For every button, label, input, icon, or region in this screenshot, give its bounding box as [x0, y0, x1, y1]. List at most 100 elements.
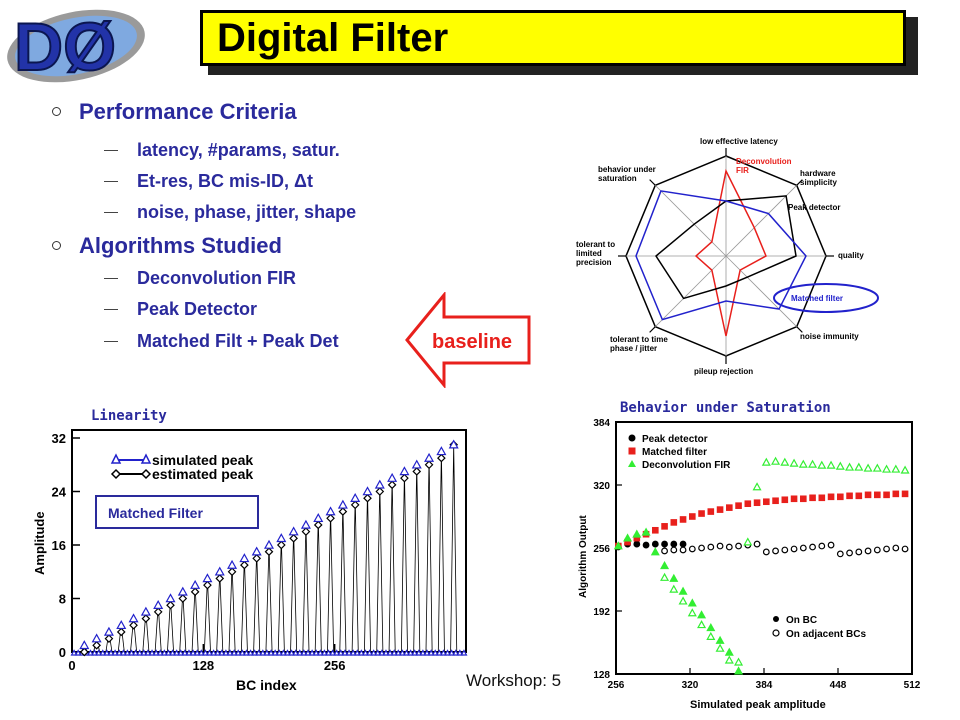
- sat-point-s1: [781, 546, 789, 554]
- radar-axis-arrow: [649, 179, 656, 186]
- lin-baseline-mark: [164, 649, 172, 656]
- sat-point-s4: [882, 464, 892, 473]
- lin-est-point: [178, 594, 188, 603]
- legend2-marker-adjacent: [772, 629, 780, 637]
- lin-baseline-mark: [210, 649, 218, 656]
- legend-label-peak: Peak detector: [642, 434, 708, 445]
- item-text: Peak Detector: [137, 299, 258, 319]
- lin-sim-point: [140, 606, 151, 616]
- axis-label-precision-3: precision: [576, 258, 612, 267]
- radar-axis-arrow: [796, 179, 803, 186]
- sat-point-s4: [706, 631, 716, 640]
- sat-point-s1: [846, 549, 853, 557]
- section-heading-algorithms: Algorithms Studied: [52, 233, 282, 259]
- baseline-arrow: baseline: [405, 292, 531, 388]
- lin-est-point: [313, 520, 323, 530]
- lin-baseline-mark: [255, 649, 263, 656]
- lin-ytick-label: 16: [52, 538, 66, 553]
- lin-baseline-mark: [456, 649, 464, 656]
- lin-xtick-label: 128: [192, 658, 214, 673]
- axis-label-hardware-1: hardware: [800, 169, 836, 178]
- list-item: Matched Filt + Peak Det: [104, 331, 339, 352]
- lin-baseline-mark: [407, 649, 415, 656]
- sat-point-s1: [790, 545, 798, 553]
- lin-baseline-mark: [345, 649, 353, 656]
- legend-marker-est: [140, 468, 152, 480]
- lin-baseline-mark: [382, 649, 390, 656]
- lin-baseline-mark: [378, 649, 386, 656]
- radar-spoke: [655, 185, 727, 257]
- sat-point-s0: [642, 541, 650, 549]
- legend-marker-est: [110, 468, 122, 480]
- lin-est-point: [79, 647, 89, 657]
- lin-baseline-mark: [308, 649, 316, 656]
- legend-label-sim: simulated peak: [152, 452, 253, 468]
- lin-baseline-mark: [316, 649, 324, 656]
- lin-baseline-mark: [431, 649, 439, 656]
- sat-point-s4: [771, 456, 781, 465]
- lin-sim-point: [325, 506, 336, 516]
- lin-baseline-mark: [439, 649, 447, 656]
- sat-ytick-label: 320: [593, 481, 610, 492]
- lin-marks: [79, 439, 459, 657]
- lin-baseline-mark: [279, 649, 287, 656]
- sat-point-s2: [744, 500, 752, 508]
- legend-marker-deconv: [628, 460, 636, 467]
- sat-point-s2: [892, 490, 900, 498]
- lin-xtick-label: 256: [324, 658, 346, 673]
- deconv-label: Deconvolution FIR: [736, 157, 792, 175]
- linearity-title: Linearity: [91, 408, 167, 424]
- lin-baseline-mark: [74, 649, 82, 656]
- sat-point-s0: [633, 540, 641, 548]
- bullet-dash: [104, 180, 118, 182]
- sat-point-s4: [687, 608, 697, 617]
- lin-est-point: [289, 533, 298, 543]
- lin-est-point: [363, 493, 372, 503]
- lin-baseline-mark: [312, 649, 320, 656]
- lin-est-point: [129, 620, 138, 630]
- bullet-dot: [52, 240, 61, 250]
- lin-baseline-mark: [275, 649, 283, 656]
- lin-sim-point: [202, 573, 213, 583]
- legend-marker-sim: [140, 453, 152, 464]
- lin-baseline-mark: [222, 649, 230, 656]
- section-heading-performance: Performance Criteria: [52, 99, 297, 125]
- sat-point-s4: [854, 462, 864, 471]
- lin-baseline-mark: [226, 649, 234, 656]
- lin-baseline-mark: [177, 649, 185, 656]
- sat-point-s4: [660, 572, 670, 581]
- lin-baseline-mark: [111, 649, 119, 656]
- lin-baseline-mark: [242, 649, 250, 656]
- sat-point-s2: [781, 496, 789, 504]
- sat-point-s1: [818, 542, 826, 550]
- sat-point-s1: [753, 540, 761, 548]
- sat-point-s2: [827, 493, 835, 501]
- lin-baseline-mark: [333, 649, 341, 656]
- lin-baseline-mark: [91, 649, 99, 656]
- deconv-label-2: FIR: [736, 166, 749, 175]
- sat-point-s4: [697, 620, 707, 629]
- sat-point-s4: [835, 461, 845, 470]
- sat-point-s2: [837, 493, 844, 501]
- sat-point-s3: [697, 610, 707, 619]
- lin-baseline-mark: [435, 649, 443, 656]
- lin-xlabel: BC index: [236, 677, 297, 693]
- sat-point-s3: [687, 598, 697, 607]
- lin-sim-point: [214, 566, 225, 576]
- sat-point-s4: [798, 459, 808, 468]
- sat-point-s1: [716, 542, 724, 550]
- lin-sim-point: [300, 519, 311, 529]
- sat-point-s2: [855, 492, 863, 500]
- lin-baseline-mark: [353, 649, 361, 656]
- lin-ylabel: Amplitude: [32, 511, 47, 575]
- lin-sim-point: [91, 633, 102, 643]
- radar-grid: [618, 148, 834, 364]
- sat-point-s4: [724, 655, 734, 664]
- lin-baseline-mark: [234, 649, 242, 656]
- axis-label-saturation: behavior under saturation: [598, 165, 656, 183]
- sat-point-s1: [661, 547, 668, 555]
- radar-axis-arrow: [796, 326, 803, 333]
- bullet-dash: [104, 308, 118, 310]
- lin-baseline-mark: [370, 649, 378, 656]
- sat-point-s2: [670, 519, 678, 526]
